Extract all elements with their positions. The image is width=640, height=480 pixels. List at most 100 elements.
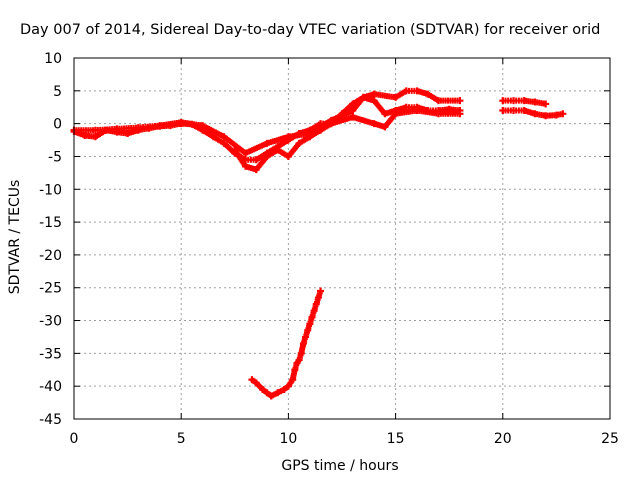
data-point — [263, 389, 271, 397]
data-point — [252, 379, 260, 387]
data-series — [248, 287, 325, 400]
data-point — [381, 123, 389, 131]
data-point — [113, 125, 121, 133]
data-point — [274, 146, 282, 154]
data-point — [392, 93, 400, 101]
data-point — [381, 110, 389, 118]
y-tick-label: -5 — [48, 149, 62, 165]
data-point — [402, 87, 410, 95]
axis-ticks: 0 5 10 15 20 25 10 5 0 -5 -10 -15 -20 -25 -30 -35 -40 -45 — [39, 51, 619, 447]
data-point — [359, 93, 367, 101]
data-point — [413, 107, 421, 115]
y-tick-label: 0 — [53, 117, 62, 133]
data-point — [510, 97, 518, 105]
data-point — [252, 156, 260, 164]
data-point — [456, 110, 464, 118]
data-point — [559, 110, 567, 118]
data-point — [259, 385, 267, 393]
data-point — [263, 152, 271, 160]
data-point — [314, 294, 322, 302]
data-point — [289, 376, 297, 384]
data-point — [252, 166, 260, 174]
data-point — [81, 131, 89, 139]
data-point — [91, 126, 99, 134]
data-point — [370, 97, 378, 105]
x-axis-label: GPS time / hours — [281, 458, 398, 474]
data-point — [531, 98, 539, 106]
data-point — [284, 382, 292, 390]
x-tick-label: 25 — [601, 431, 619, 447]
data-point — [317, 287, 325, 295]
y-tick-label: 10 — [44, 51, 62, 67]
data-point — [124, 129, 132, 137]
data-point — [304, 326, 312, 334]
data-point — [267, 392, 275, 400]
data-point — [413, 87, 421, 95]
data-point — [370, 90, 378, 98]
y-tick-label: -35 — [39, 346, 62, 362]
data-point — [299, 340, 307, 348]
data-point — [242, 149, 250, 157]
data-point — [349, 113, 357, 121]
data-point — [434, 97, 442, 105]
data-point — [248, 376, 256, 384]
data-point — [510, 107, 518, 115]
data-point — [284, 152, 292, 160]
data-point — [291, 366, 299, 374]
data-point — [280, 385, 288, 393]
data-point — [242, 162, 250, 170]
y-tick-label: -20 — [39, 248, 62, 264]
y-tick-label: -10 — [39, 182, 62, 198]
data-point — [542, 112, 550, 120]
data-point — [220, 133, 228, 141]
y-tick-label: -15 — [39, 215, 62, 231]
data-point — [134, 124, 142, 132]
data-point — [392, 110, 400, 118]
data-point — [520, 97, 528, 105]
data-point — [274, 389, 282, 397]
data-point — [424, 90, 432, 98]
data-point — [531, 110, 539, 118]
data-point — [370, 120, 378, 128]
data-point — [552, 111, 560, 119]
grid-lines — [74, 58, 610, 419]
data-point — [310, 307, 318, 315]
data-point — [349, 107, 357, 115]
data-point — [297, 349, 305, 357]
data-point — [177, 118, 185, 126]
x-tick-label: 20 — [494, 431, 512, 447]
data-point — [499, 97, 507, 105]
data-point — [263, 139, 271, 147]
data-point — [312, 300, 320, 308]
data-point — [499, 107, 507, 115]
chart-title: Day 007 of 2014, Sidereal Day-to-day VTE… — [20, 22, 600, 38]
data-point — [542, 100, 550, 108]
y-tick-label: -40 — [39, 379, 62, 395]
data-point — [295, 139, 303, 147]
data-point — [456, 97, 464, 105]
x-tick-label: 10 — [279, 431, 297, 447]
x-tick-label: 5 — [177, 431, 186, 447]
x-tick-label: 15 — [387, 431, 405, 447]
data-point — [199, 122, 207, 130]
data-point — [220, 139, 228, 147]
data-point — [520, 107, 528, 115]
data-point — [327, 120, 335, 128]
data-series — [231, 107, 464, 174]
data-points — [70, 87, 567, 400]
data-point — [306, 320, 314, 328]
y-tick-label: -25 — [39, 281, 62, 297]
data-point — [445, 105, 453, 113]
data-point — [231, 146, 239, 154]
data-point — [302, 333, 310, 341]
data-point — [295, 356, 303, 364]
y-tick-label: 5 — [53, 84, 62, 100]
data-point — [317, 126, 325, 134]
y-tick-label: -30 — [39, 314, 62, 330]
x-tick-label: 0 — [70, 431, 79, 447]
y-tick-label: -45 — [39, 412, 62, 428]
data-point — [284, 133, 292, 141]
data-point — [91, 133, 99, 141]
